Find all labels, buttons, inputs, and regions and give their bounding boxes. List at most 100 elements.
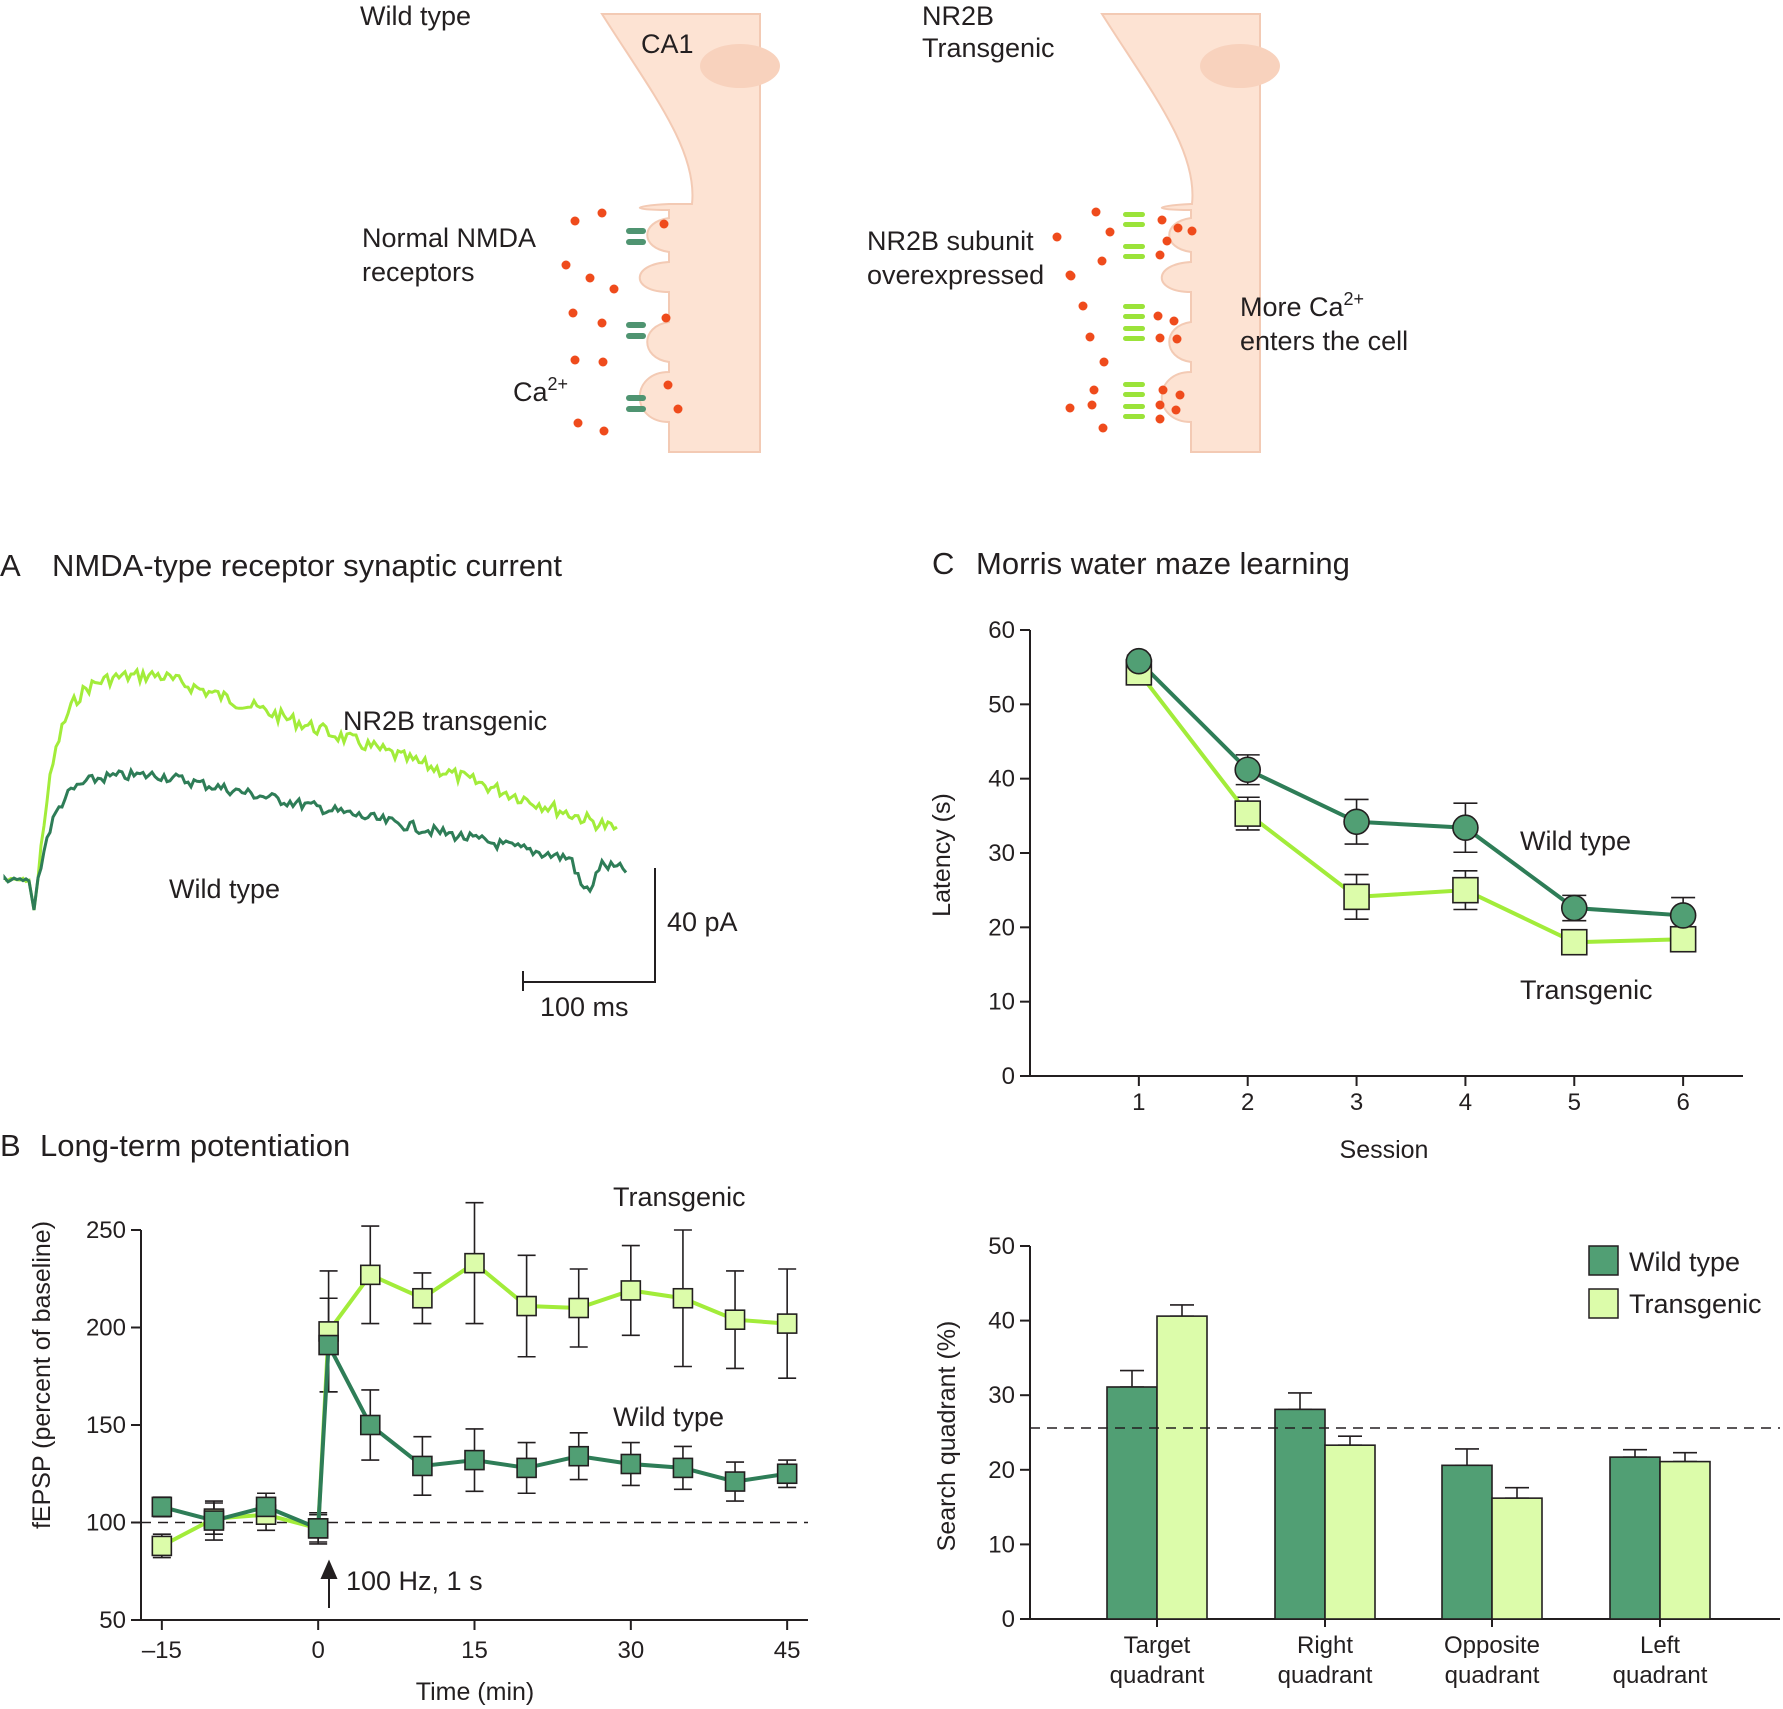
search-quadrant-category-label: Target: [1124, 1632, 1191, 1659]
ltp-wild-type-point: [307, 1518, 329, 1539]
water-maze-transgenic-point: [1560, 928, 1588, 956]
ltp-y-tick-label: 250: [86, 1217, 126, 1244]
ca1-dendrite-shape-transgenic: [1100, 13, 1261, 453]
ltp-wild-type-point: [359, 1414, 381, 1436]
ltp-x-tick-label: 30: [617, 1637, 644, 1664]
ltp-wild-type-point: [412, 1455, 433, 1477]
more-calcium-text: More Ca: [1240, 292, 1345, 322]
water-maze-transgenic-point: [1234, 800, 1262, 827]
panel-b: B Long-term potentiation 50100150200250–…: [0, 1128, 808, 1706]
water-maze-wild-type-line: [1137, 659, 1684, 918]
nr2b-label-line2: overexpressed: [867, 260, 1044, 290]
panel-c-letter: C: [932, 546, 954, 581]
water-maze-wild-type-point: [1669, 902, 1697, 929]
panel-c: C Morris water maze learning 0 10 20 30 40 50…: [928, 546, 1743, 1164]
search-quadrant-transgenic-error-bar: [1673, 1451, 1697, 1463]
search-quadrant-wild-type-error-bar: [1120, 1369, 1144, 1388]
water-maze-axes: [1029, 630, 1743, 1077]
ltp-x-tick-label: –15: [142, 1637, 182, 1664]
ltp-wild-type-point: [620, 1453, 642, 1475]
ltp-transgenic-label: Transgenic: [613, 1182, 746, 1212]
water-maze-y-tick-label: 60: [988, 617, 1015, 644]
ltp-wild-type-point: [724, 1471, 746, 1492]
overexpressed-nr2b-receptor: [1123, 304, 1145, 341]
search-quadrant-wild-type-bar: [1274, 1408, 1326, 1620]
wild-type-title: Wild type: [360, 1, 471, 31]
scale-bar-time-label: 100 ms: [540, 992, 629, 1022]
water-maze-transgenic-line: [1137, 671, 1684, 945]
search-quadrant-transgenic-bar: [1491, 1497, 1543, 1620]
normal-nmda-receptor: [626, 395, 646, 412]
search-quadrant-category-label: quadrant: [1613, 1662, 1708, 1689]
search-quadrant-wild-type-error-bar: [1288, 1392, 1312, 1411]
water-maze-x-axis-label: Session: [1340, 1136, 1429, 1164]
ltp-x-tick-label: 15: [461, 1637, 488, 1664]
search-quadrant-y-tick-label: 40: [988, 1308, 1015, 1335]
legend-wild-type-label: Wild type: [1629, 1247, 1740, 1277]
ltp-transgenic-point: [568, 1297, 590, 1319]
synapse-diagram: Wild type CA1 NR2B Transgenic Normal NMD…: [360, 1, 1408, 453]
search-quadrant-transgenic-bar: [1156, 1315, 1208, 1620]
search-quadrant-transgenic-bar: [1324, 1444, 1376, 1620]
search-quadrant-wild-type-bar: [1441, 1464, 1493, 1620]
water-maze-y-tick-label: 20: [988, 914, 1015, 941]
panel-b-title: Long-term potentiation: [40, 1128, 350, 1163]
panel-a-title: NMDA-type receptor synaptic current: [52, 548, 562, 583]
transgenic-synapse: [1052, 13, 1280, 453]
ltp-transgenic-point: [620, 1280, 642, 1301]
normal-receptors-label-line1: Normal NMDA: [362, 223, 536, 253]
ltp-transgenic-point: [776, 1313, 798, 1334]
legend-transgenic-swatch: [1588, 1288, 1619, 1319]
ltp-transgenic-point: [464, 1252, 485, 1274]
nr2b-label-line1: NR2B subunit: [867, 226, 1034, 256]
scale-bar-current-label: 40 pA: [667, 907, 738, 937]
transgenic-title-line1: NR2B: [922, 1, 994, 31]
water-maze-y-axis-label: Latency (s): [928, 793, 956, 917]
search-quadrant-y-tick-label: 0: [1002, 1606, 1015, 1633]
ltp-wild-type-label: Wild type: [613, 1402, 724, 1432]
more-calcium-label-line2: enters the cell: [1240, 326, 1408, 356]
water-maze-y-tick-label: 40: [988, 766, 1015, 793]
normal-receptors-label-line2: receptors: [362, 257, 475, 287]
ltp-transgenic-point: [516, 1295, 537, 1317]
scale-bar: [522, 868, 656, 991]
water-maze-x-tick-label: 5: [1568, 1089, 1581, 1116]
search-quadrant-wild-type-error-bar: [1455, 1448, 1479, 1467]
panel-b-letter: B: [0, 1128, 21, 1163]
search-quadrant-category-label: quadrant: [1278, 1662, 1373, 1689]
ltp-y-tick-label: 200: [86, 1315, 126, 1342]
calcium-label: Ca2+: [513, 374, 568, 407]
cell-body-highlight: [1200, 44, 1280, 88]
search-quadrant-wild-type-bar: [1106, 1386, 1158, 1620]
ltp-wild-type-point: [203, 1510, 225, 1531]
search-quadrant-y-tick-label: 20: [988, 1457, 1015, 1484]
ltp-y-tick-label: 50: [99, 1607, 126, 1634]
ltp-wild-type-point: [776, 1463, 798, 1485]
transgenic-title-line2: Transgenic: [922, 33, 1055, 63]
search-quadrant-wild-type-error-bar: [1623, 1448, 1647, 1458]
search-quadrant-category-label: quadrant: [1445, 1662, 1540, 1689]
search-quadrant-y-tick-label: 30: [988, 1382, 1015, 1409]
ltp-chart: 50 100 150 200 250 –15 0 15 30 45: [86, 1201, 808, 1664]
more-calcium-sup: 2+: [1344, 289, 1365, 309]
water-maze-x-tick-label: 4: [1459, 1089, 1472, 1116]
ltp-wild-type-point: [464, 1449, 485, 1471]
ltp-wild-type-point: [516, 1457, 537, 1479]
normal-nmda-receptor: [626, 322, 646, 339]
ltp-x-axis-label: Time (min): [416, 1678, 535, 1706]
calcium-label-sup: 2+: [548, 374, 569, 394]
ca1-label: CA1: [641, 29, 694, 59]
ltp-wild-type-point: [568, 1445, 590, 1467]
normal-nmda-receptor: [626, 228, 646, 245]
search-quadrant-transgenic-error-bar: [1505, 1486, 1529, 1499]
nr2b-transgenic-trace-label: NR2B transgenic: [343, 706, 547, 736]
wild-type-trace-label: Wild type: [169, 874, 280, 904]
search-quadrant-transgenic-error-bar: [1170, 1304, 1194, 1317]
water-maze-wild-type-point: [1234, 756, 1262, 784]
water-maze-transgenic-point: [1343, 883, 1370, 911]
calcium-ions-tg: [1052, 207, 1197, 433]
search-quadrant-y-tick-label: 50: [988, 1233, 1015, 1260]
ltp-wild-type-point: [151, 1496, 173, 1518]
search-quadrant-y-axis-label: Search quadrant (%): [933, 1321, 961, 1552]
